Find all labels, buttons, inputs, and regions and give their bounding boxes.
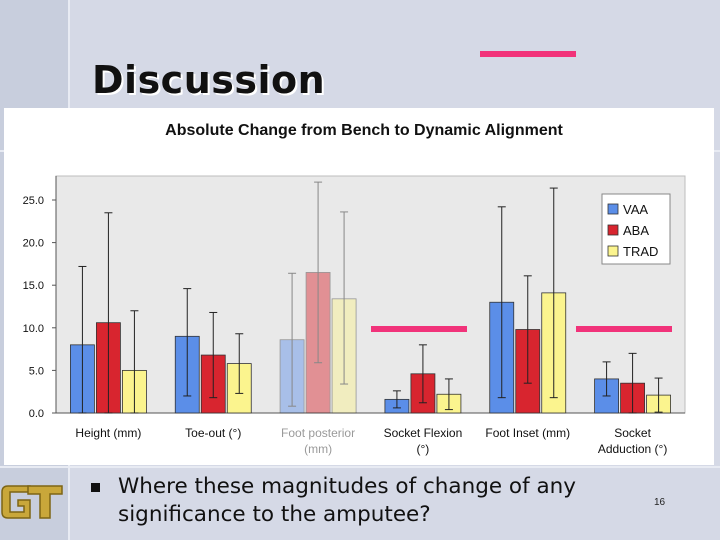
category-label: Adduction (°) — [598, 442, 668, 456]
georgia-tech-logo — [1, 485, 63, 519]
category-label: Toe-out (°) — [185, 426, 241, 440]
bar-chart: Absolute Change from Bench to Dynamic Al… — [23, 122, 686, 456]
legend-swatch-vaa — [607, 203, 619, 215]
y-tick-label: 20.0 — [23, 238, 44, 250]
accent-bar — [480, 51, 576, 57]
accent-bar — [371, 326, 467, 332]
y-tick-label: 15.0 — [23, 280, 44, 292]
category-label: Foot posterior — [281, 426, 355, 440]
legend-label-trad: TRAD — [623, 244, 658, 259]
chart-panel: Absolute Change from Bench to Dynamic Al… — [4, 108, 714, 465]
category-label: Height (mm) — [75, 426, 141, 440]
category-label: (°) — [417, 442, 430, 456]
y-tick-label: 10.0 — [23, 323, 44, 335]
chart-title: Absolute Change from Bench to Dynamic Al… — [165, 122, 563, 139]
legend-swatch-trad — [607, 245, 619, 257]
page-number: 16 — [654, 497, 666, 508]
y-tick-label: 5.0 — [29, 365, 44, 377]
plot-area — [55, 175, 686, 414]
category-label: Foot Inset (mm) — [485, 426, 570, 440]
legend-label-aba: ABA — [623, 223, 649, 238]
y-tick-label: 0.0 — [29, 408, 44, 420]
category-label: Socket Flexion — [384, 426, 463, 440]
bullet-text: Where these magnitudes of change of any … — [118, 474, 577, 527]
accent-bar — [576, 326, 672, 332]
y-tick-label: 25.0 — [23, 195, 44, 207]
bullet-marker — [91, 483, 100, 492]
slide-title: Discussion — [92, 58, 326, 102]
legend-label-vaa: VAA — [623, 202, 648, 217]
category-label: (mm) — [304, 442, 332, 456]
category-label: Socket — [614, 426, 651, 440]
background-horizontal-line — [0, 466, 720, 468]
legend-swatch-aba — [607, 224, 619, 236]
